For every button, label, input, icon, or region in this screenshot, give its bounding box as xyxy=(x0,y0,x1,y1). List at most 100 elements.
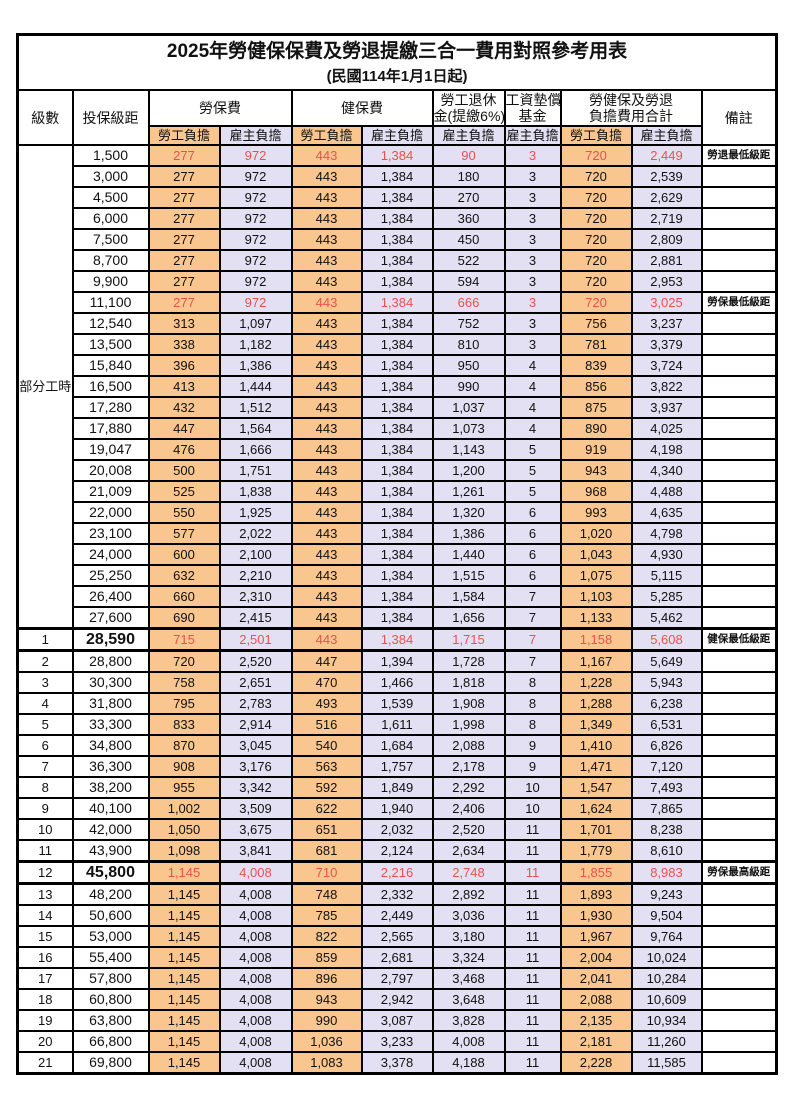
bracket-cell: 48,200 xyxy=(71,882,150,906)
value-cell: 1,167 xyxy=(559,649,633,673)
bracket-cell: 69,800 xyxy=(71,1051,150,1075)
bracket-cell: 34,800 xyxy=(71,734,150,757)
value-cell: 9 xyxy=(503,734,562,757)
remark-cell: 勞保最低級距 xyxy=(700,291,778,314)
value-cell: 1,611 xyxy=(360,713,434,736)
value-cell: 396 xyxy=(147,354,221,377)
value-cell: 1,182 xyxy=(218,333,293,356)
value-cell: 6 xyxy=(503,564,562,587)
table-row: 21,009 525 1,838 443 1,384 1,261 5 968 4,488 xyxy=(18,480,778,503)
value-cell: 3,324 xyxy=(431,946,506,969)
part-time-label: 部分工時 xyxy=(16,144,74,630)
level-cell: 17 xyxy=(16,967,74,990)
value-cell: 3 xyxy=(503,291,562,314)
value-cell: 10,024 xyxy=(630,946,703,969)
value-cell: 443 xyxy=(290,564,363,587)
value-cell: 413 xyxy=(147,375,221,398)
table-row: 9,900 277 972 443 1,384 594 3 720 2,953 xyxy=(18,270,778,293)
value-cell: 2,332 xyxy=(360,882,434,906)
header-level: 級數 xyxy=(16,89,74,146)
value-cell: 5,943 xyxy=(630,671,703,694)
page-subtitle: (民國114年1月1日起) xyxy=(326,68,468,85)
value-cell: 3,509 xyxy=(218,797,293,820)
value-cell: 1,715 xyxy=(431,627,506,652)
value-cell: 540 xyxy=(290,734,363,757)
value-cell: 3 xyxy=(503,186,562,209)
value-cell: 6,238 xyxy=(630,692,703,715)
value-cell: 1,384 xyxy=(360,291,434,314)
value-cell: 4,798 xyxy=(630,522,703,545)
value-cell: 577 xyxy=(147,522,221,545)
value-cell: 2,501 xyxy=(218,627,293,652)
value-cell: 1,050 xyxy=(147,818,221,841)
level-cell: 1 xyxy=(16,627,74,652)
value-cell: 3,180 xyxy=(431,925,506,948)
value-cell: 681 xyxy=(290,839,363,863)
value-cell: 822 xyxy=(290,925,363,948)
remark-cell xyxy=(700,438,778,461)
value-cell: 950 xyxy=(431,354,506,377)
value-cell: 525 xyxy=(147,480,221,503)
value-cell: 632 xyxy=(147,564,221,587)
level-cell: 15 xyxy=(16,925,74,948)
value-cell: 6,826 xyxy=(630,734,703,757)
value-cell: 1,384 xyxy=(360,354,434,377)
value-cell: 11 xyxy=(503,946,562,969)
value-cell: 522 xyxy=(431,249,506,272)
value-cell: 4,008 xyxy=(218,967,293,990)
value-cell: 1,515 xyxy=(431,564,506,587)
value-cell: 1,320 xyxy=(431,501,506,524)
table-row: 18 60,800 1,145 4,008 943 2,942 3,648 11 2,088 10… xyxy=(16,988,778,1011)
value-cell: 443 xyxy=(290,249,363,272)
value-cell: 1,384 xyxy=(360,501,434,524)
value-cell: 1,471 xyxy=(559,755,633,778)
bracket-cell: 28,800 xyxy=(71,649,150,673)
value-cell: 1,384 xyxy=(360,144,434,167)
table-row: 7 36,300 908 3,176 563 1,757 2,178 9 1,471 7,120 xyxy=(16,755,778,778)
value-cell: 11 xyxy=(503,839,562,863)
value-cell: 720 xyxy=(559,228,633,251)
value-cell: 443 xyxy=(290,354,363,377)
remark-cell xyxy=(700,776,778,799)
value-cell: 720 xyxy=(559,207,633,230)
value-cell: 2,124 xyxy=(360,839,434,863)
value-cell: 2,100 xyxy=(218,543,293,566)
level-cell: 4 xyxy=(16,692,74,715)
bracket-cell: 17,280 xyxy=(71,396,150,419)
value-cell: 1,145 xyxy=(147,988,221,1011)
value-cell: 443 xyxy=(290,396,363,419)
value-cell: 1,751 xyxy=(218,459,293,482)
header-total-line1: 勞健保及勞退 xyxy=(589,92,673,108)
value-cell: 4,635 xyxy=(630,501,703,524)
title-cell: 2025年勞健保保費及勞退提繳三合一費用對照參考用表 (民國114年1月1日起) xyxy=(16,33,778,91)
value-cell: 1,020 xyxy=(559,522,633,545)
header-bracket: 投保級距 xyxy=(71,89,150,146)
value-cell: 6 xyxy=(503,501,562,524)
value-cell: 8,238 xyxy=(630,818,703,841)
value-cell: 443 xyxy=(290,480,363,503)
value-cell: 833 xyxy=(147,713,221,736)
value-cell: 443 xyxy=(290,627,363,652)
value-cell: 4,488 xyxy=(630,480,703,503)
value-cell: 2,022 xyxy=(218,522,293,545)
value-cell: 1,384 xyxy=(360,375,434,398)
value-cell: 1,384 xyxy=(360,186,434,209)
table-row: 4 31,800 795 2,783 493 1,539 1,908 8 1,288 6,238 xyxy=(16,692,778,715)
value-cell: 4,930 xyxy=(630,543,703,566)
table-row: 20 66,800 1,145 4,008 1,036 3,233 4,008 11 2,181… xyxy=(16,1030,778,1053)
value-cell: 313 xyxy=(147,312,221,335)
value-cell: 1,384 xyxy=(360,585,434,608)
table-row: 13 48,200 1,145 4,008 748 2,332 2,892 11 1,893 9,… xyxy=(16,882,778,906)
table-row: 12,540 313 1,097 443 1,384 752 3 756 3,237 xyxy=(18,312,778,335)
subheader-row: 勞工負擔 雇主負擔 勞工負擔 雇主負擔 雇主負擔 雇主負擔 勞工負擔 雇主負擔 xyxy=(18,125,777,146)
value-cell: 2,629 xyxy=(630,186,703,209)
value-cell: 493 xyxy=(290,692,363,715)
value-cell: 3,342 xyxy=(218,776,293,799)
value-cell: 3,378 xyxy=(360,1051,434,1075)
bracket-cell: 31,800 xyxy=(71,692,150,715)
subheader-pension-employer: 雇主負擔 xyxy=(431,125,506,146)
group-header-row: 級數 投保級距 勞保費 健保費 勞工退休 金(提繳6%) 工資墊償 基金 勞健保… xyxy=(16,89,778,146)
value-cell: 2,310 xyxy=(218,585,293,608)
table-row: 3,000 277 972 443 1,384 180 3 720 2,539 xyxy=(18,165,778,188)
subheader-total-employee: 勞工負擔 xyxy=(559,125,633,146)
